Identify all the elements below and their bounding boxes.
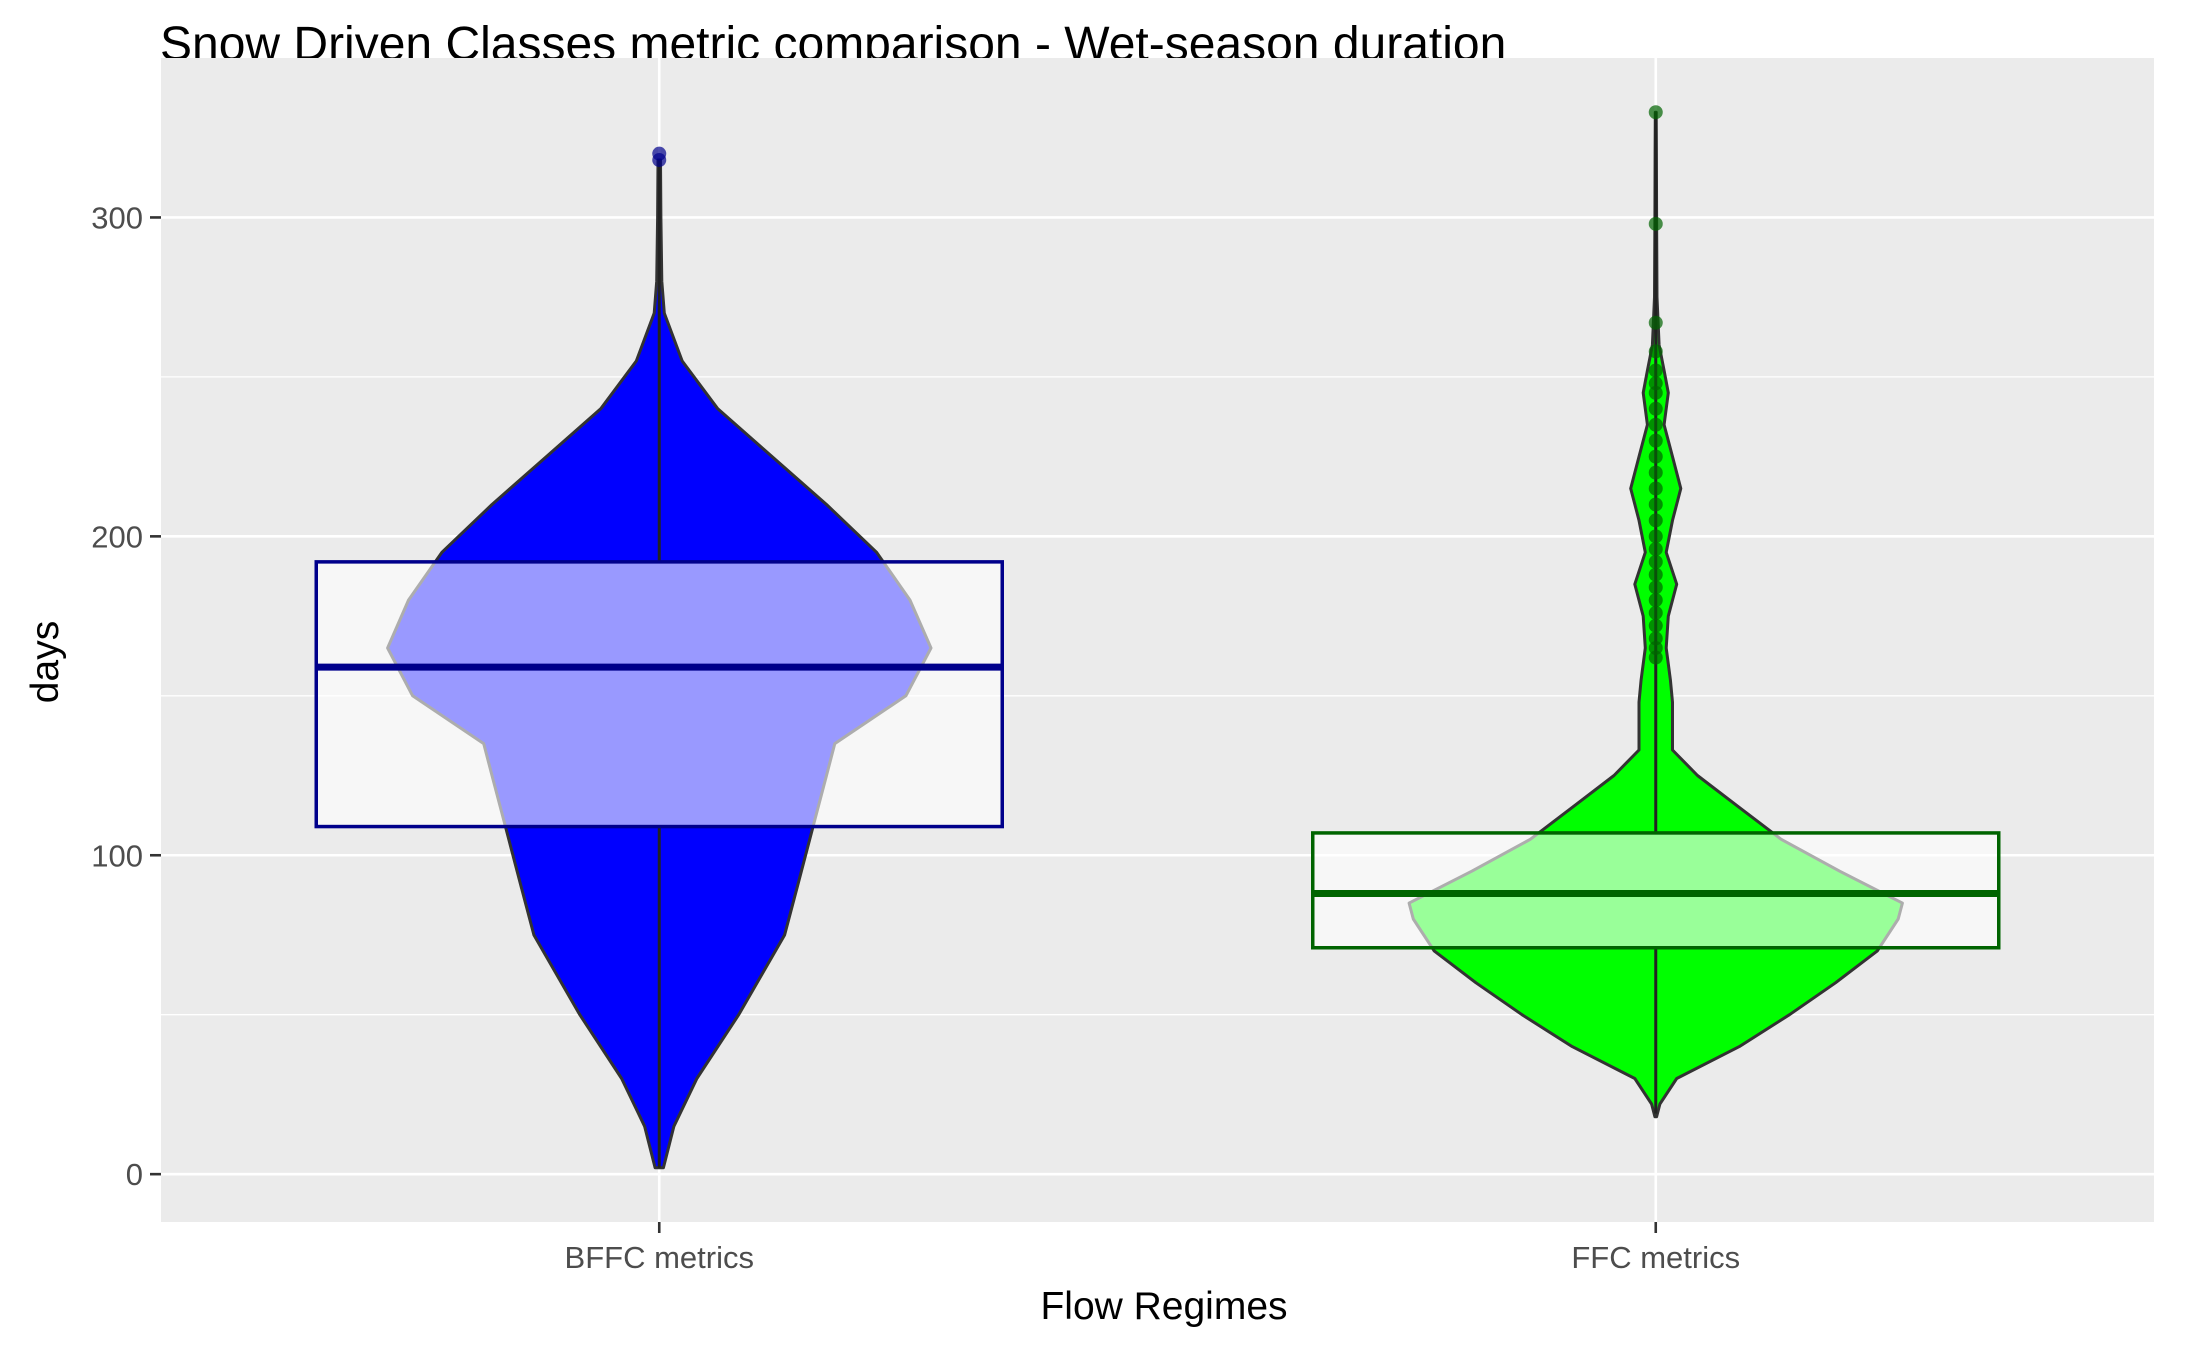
- outlier-point-ffc: [1648, 580, 1663, 595]
- outlier-point-ffc: [1648, 465, 1663, 480]
- outlier-point-ffc: [1648, 497, 1663, 512]
- boxplots: [314, 112, 2001, 1168]
- y-tick-label: 200: [91, 519, 143, 554]
- x-axis: BFFC metrics FFC metrics: [565, 1222, 1740, 1275]
- outlier-point-ffc: [1648, 618, 1663, 633]
- outlier-point-ffc: [1648, 449, 1663, 464]
- outlier-point-ffc: [1648, 529, 1663, 544]
- y-axis: 0 100 200 300: [91, 200, 161, 1192]
- outlier-point-ffc: [1648, 513, 1663, 528]
- outlier-point-ffc: [1648, 363, 1663, 378]
- outlier-point-ffc: [1648, 216, 1663, 231]
- y-tick-label: 300: [91, 200, 143, 235]
- outlier-points: [652, 105, 1663, 665]
- outlier-point-ffc: [1648, 315, 1663, 330]
- x-tick-label: FFC metrics: [1571, 1240, 1740, 1275]
- outlier-point-ffc: [1648, 344, 1663, 359]
- outlier-point-ffc: [1648, 385, 1663, 400]
- outlier-point-bffc: [652, 146, 667, 161]
- outlier-point-ffc: [1648, 554, 1663, 569]
- outlier-point-ffc: [1648, 567, 1663, 582]
- outlier-point-ffc: [1648, 542, 1663, 557]
- outlier-point-ffc: [1648, 593, 1663, 608]
- x-tick-label: BFFC metrics: [565, 1240, 754, 1275]
- box-bffc: [314, 560, 1004, 829]
- outlier-point-ffc: [1648, 650, 1663, 665]
- y-axis-title: days: [24, 621, 67, 703]
- outlier-point-ffc: [1648, 605, 1663, 620]
- y-tick-label: 0: [126, 1157, 143, 1192]
- outlier-point-ffc: [1648, 631, 1663, 646]
- outlier-point-ffc: [1648, 640, 1663, 655]
- outlier-point-ffc: [1648, 401, 1663, 416]
- outlier-point-ffc: [1648, 481, 1663, 496]
- outlier-point-ffc: [1648, 417, 1663, 432]
- y-tick-label: 100: [91, 838, 143, 873]
- outlier-point-ffc: [1648, 105, 1663, 120]
- x-axis-title: Flow Regimes: [1040, 1285, 1287, 1328]
- outlier-point-ffc: [1648, 433, 1663, 448]
- outlier-point-ffc: [1648, 376, 1663, 391]
